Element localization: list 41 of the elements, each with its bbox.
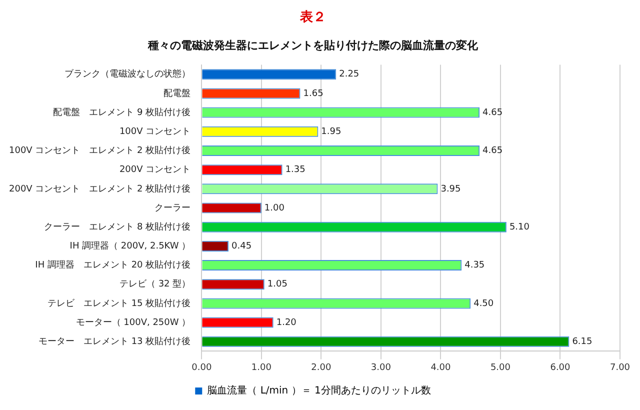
y-tick-label: IH 調理器 エレメント 20 枚貼付け後	[35, 260, 191, 271]
y-tick-label: 100V コンセント	[119, 126, 191, 137]
data-label: 2.25	[339, 70, 360, 80]
data-label: 1.65	[303, 88, 324, 99]
data-label: 1.95	[321, 126, 342, 137]
chart-title: 表２	[299, 10, 326, 26]
data-label: 4.65	[482, 146, 503, 156]
x-tick-label: 4.00	[430, 362, 451, 373]
legend-label: 脳血流量（ L/min ）＝ 1分間あたりのリットル数	[207, 384, 431, 397]
y-tick-label: ブランク（電磁波なしの状態）	[64, 68, 191, 80]
y-tick-label: 100V コンセント エレメント 2 枚貼付け後	[8, 145, 191, 156]
data-label: 4.65	[482, 108, 503, 118]
data-label: 1.20	[276, 318, 297, 328]
x-tick-label: 7.00	[610, 362, 630, 373]
chart-subtitle: 種々の電磁波発生器にエレメントを貼り付けた際の脳血流量の変化	[147, 39, 479, 52]
y-tick-label: 配電盤	[164, 88, 191, 99]
x-tick-label: 2.00	[311, 362, 332, 373]
y-tick-label: クーラー	[154, 203, 191, 214]
data-label: 5.10	[509, 222, 530, 232]
y-tick-label: クーラー エレメント 8 枚貼付け後	[44, 221, 191, 232]
x-tick-label: 0.00	[192, 362, 212, 373]
data-label: 0.45	[232, 242, 252, 252]
y-tick-label: IH 調理器（ 200V, 2.5KW ）	[70, 240, 191, 252]
data-label: 1.05	[267, 280, 288, 290]
data-label: 4.50	[474, 298, 494, 309]
x-tick-label: 3.00	[370, 362, 392, 373]
data-label: 4.35	[464, 260, 485, 271]
y-tick-label: モーター（ 100V, 250W ）	[76, 318, 191, 328]
data-label: 1.35	[285, 165, 306, 176]
y-tick-label: 配電盤 エレメント 9 枚貼付け後	[53, 106, 191, 118]
y-tick-label: テレビ エレメント 15 枚貼付け後	[47, 298, 191, 309]
x-tick-label: 6.00	[550, 362, 571, 373]
y-tick-label: 200V コンセント	[119, 165, 191, 176]
y-tick-label: モーター エレメント 13 枚貼付け後	[38, 336, 191, 347]
x-tick-label: 5.00	[490, 362, 511, 373]
data-label: 1.00	[264, 203, 285, 214]
y-tick-label: テレビ（ 32 型）	[119, 278, 191, 290]
y-tick-label: 200V コンセント エレメント 2 枚貼付け後	[8, 183, 191, 194]
data-label: 6.15	[572, 336, 592, 347]
data-label: 3.95	[440, 184, 461, 194]
x-tick-label: 1.00	[251, 362, 272, 373]
